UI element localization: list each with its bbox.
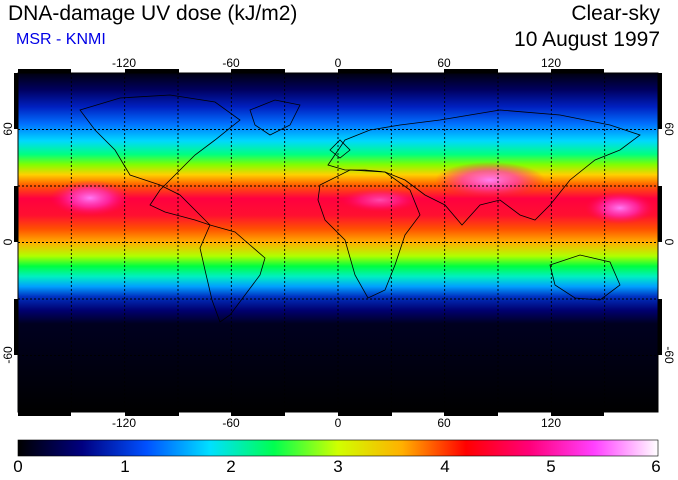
lon-tick-bottom: -60 — [222, 416, 240, 430]
colorbar-label: 6 — [651, 457, 661, 476]
lon-tick-top: 60 — [437, 56, 451, 70]
map-subtitle: MSR - KNMI — [16, 31, 106, 48]
lat-tick-right: 60 — [662, 122, 676, 136]
lat-tick-right: -60 — [662, 346, 676, 364]
lat-tick-right: 0 — [662, 238, 676, 246]
lon-tick-top: -60 — [222, 56, 240, 70]
sky-condition: Clear-sky — [571, 2, 660, 25]
colorbar-label: 3 — [333, 457, 343, 476]
lon-tick-bottom: 60 — [437, 416, 451, 430]
lat-tick-left: 60 — [1, 122, 15, 136]
frame-ticks — [14, 69, 662, 416]
lon-tick-bottom: -120 — [111, 416, 137, 430]
lon-tick-bottom: 0 — [334, 416, 342, 430]
lon-tick-top: 120 — [540, 56, 562, 70]
map-title: DNA-damage UV dose (kJ/m2) — [8, 2, 298, 25]
colorbar-label: 5 — [546, 457, 556, 476]
lon-tick-top: -120 — [111, 56, 137, 70]
colorbar-label: 2 — [226, 457, 236, 476]
colorbar-label: 0 — [13, 457, 23, 476]
lon-tick-bottom: 120 — [540, 416, 562, 430]
lat-tick-left: 0 — [1, 238, 15, 246]
colorbar — [18, 440, 658, 456]
lat-tick-left: -60 — [1, 346, 15, 364]
uv-hotspots — [50, 162, 655, 224]
graticule — [18, 73, 658, 412]
colorbar-label: 1 — [120, 457, 130, 476]
colorbar-label: 4 — [440, 457, 450, 476]
map-date: 10 August 1997 — [514, 28, 660, 51]
colorbar-frame — [17, 439, 659, 457]
lon-tick-top: 0 — [334, 56, 342, 70]
